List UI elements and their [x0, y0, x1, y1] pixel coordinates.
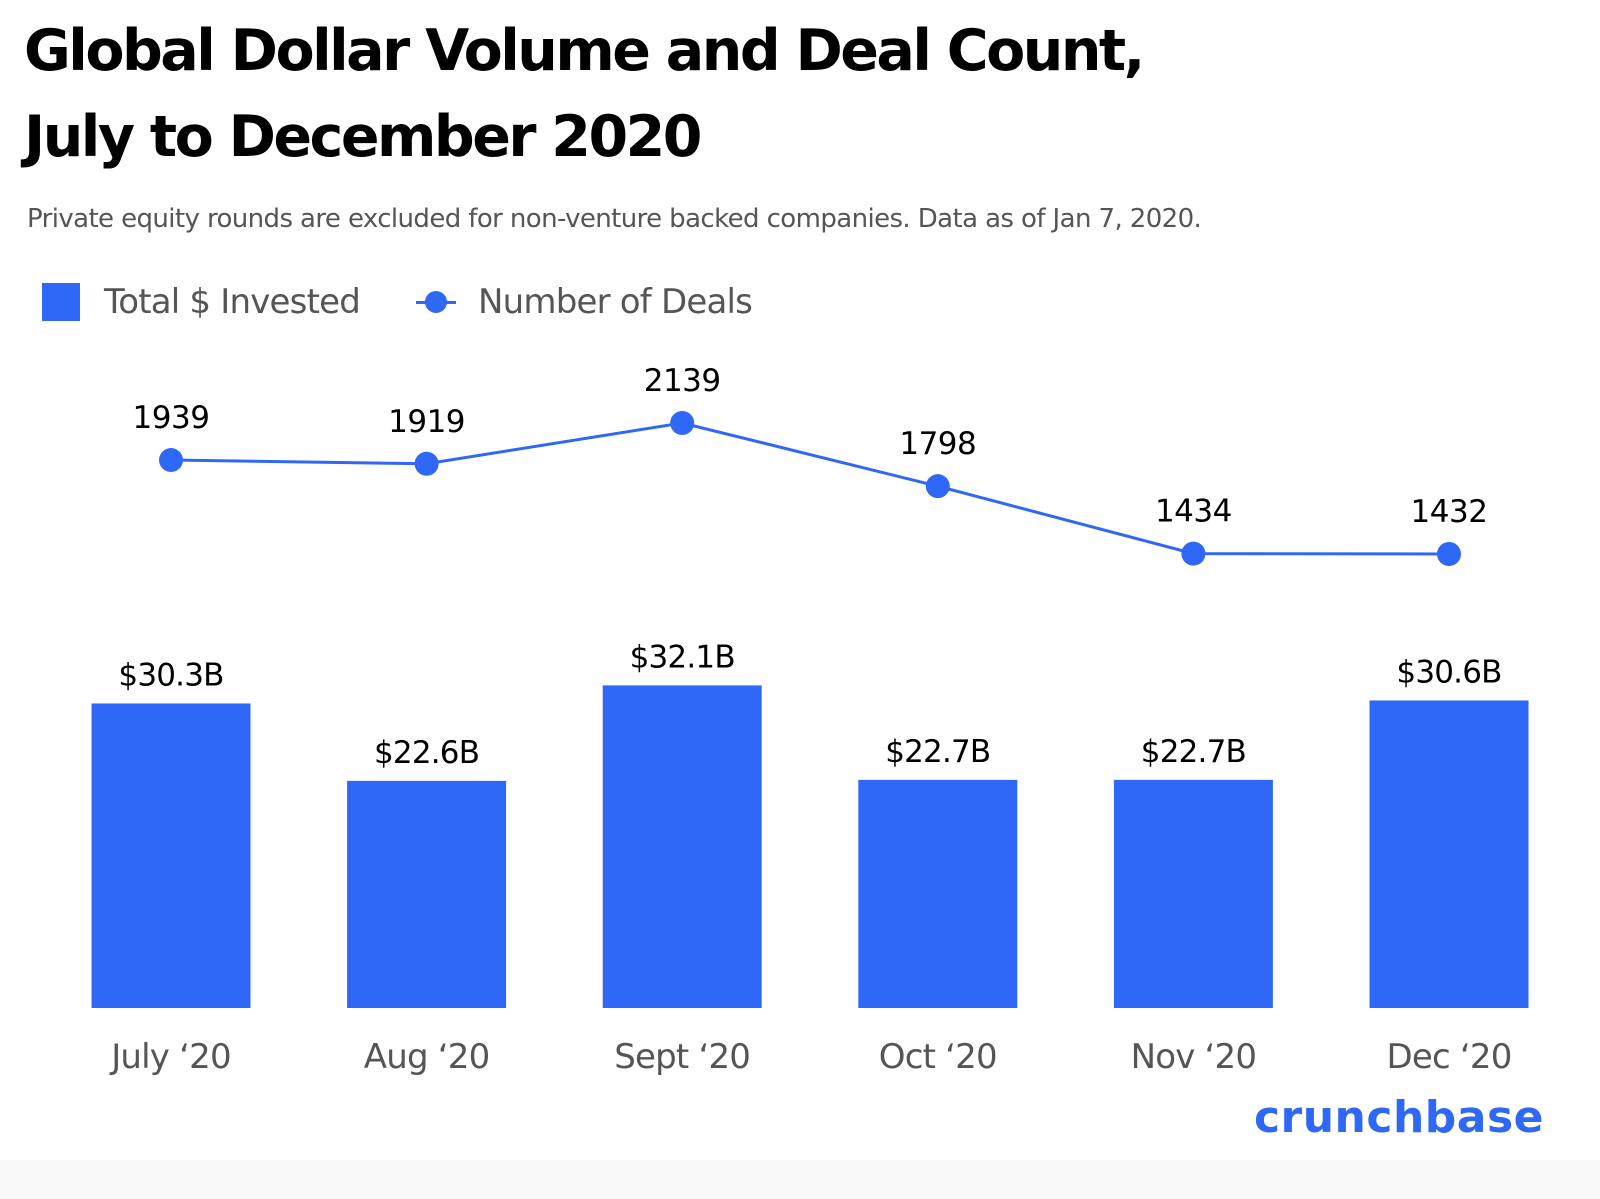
bar-3 — [858, 779, 1018, 1008]
x-tick-label: Oct ‘20 — [879, 1037, 997, 1077]
x-tick-label: Dec ‘20 — [1386, 1037, 1511, 1077]
bar-4 — [1113, 779, 1273, 1008]
x-tick-label: July ‘20 — [109, 1037, 231, 1077]
legend-bar-label: Total $ Invested — [104, 282, 361, 322]
title-line-2: July to December 2020 — [24, 104, 702, 170]
deals-point-3 — [925, 474, 950, 499]
bar-0 — [91, 703, 251, 1008]
deals-value-label: 1939 — [133, 400, 210, 436]
legend: Total $ Invested Number of Deals — [42, 282, 753, 322]
bar-5 — [1369, 700, 1529, 1008]
legend-line-label: Number of Deals — [478, 282, 753, 322]
deals-value-label: 1798 — [899, 426, 976, 462]
title-line-1: Global Dollar Volume and Deal Count, — [24, 18, 1145, 84]
bar-value-label: $22.6B — [374, 735, 479, 771]
deals-point-0 — [159, 448, 183, 473]
footer-band — [0, 1160, 1600, 1199]
legend-bar-swatch-icon — [42, 283, 80, 321]
deals-value-label: 1434 — [1155, 494, 1232, 530]
deals-value-label: 2139 — [644, 363, 721, 399]
bar-1 — [347, 780, 507, 1008]
crunchbase-logo: crunchbase — [1253, 1092, 1544, 1143]
x-tick-label: Aug ‘20 — [364, 1037, 490, 1077]
bar-value-label: $30.3B — [118, 657, 223, 693]
x-tick-label: Nov ‘20 — [1131, 1037, 1257, 1077]
deals-point-4 — [1181, 541, 1206, 566]
bar-value-label: $30.6B — [1396, 654, 1501, 690]
legend-line-marker-icon — [416, 291, 457, 313]
chart-title: Global Dollar Volume and Deal Count, Jul… — [24, 8, 1145, 180]
bar-2 — [602, 685, 762, 1008]
chart-subtitle: Private equity rounds are excluded for n… — [27, 204, 1202, 234]
bar-value-label: $32.1B — [630, 639, 735, 675]
bar-value-label: $22.7B — [1141, 734, 1246, 770]
deals-point-1 — [414, 451, 439, 476]
x-tick-label: Sept ‘20 — [614, 1037, 750, 1077]
deals-point-2 — [670, 411, 695, 435]
deals-value-label: 1432 — [1411, 494, 1488, 530]
bar-value-label: $22.7B — [885, 734, 990, 770]
deals-value-label: 1919 — [388, 404, 465, 440]
deals-point-5 — [1437, 542, 1461, 566]
deals-line — [170, 421, 1450, 556]
